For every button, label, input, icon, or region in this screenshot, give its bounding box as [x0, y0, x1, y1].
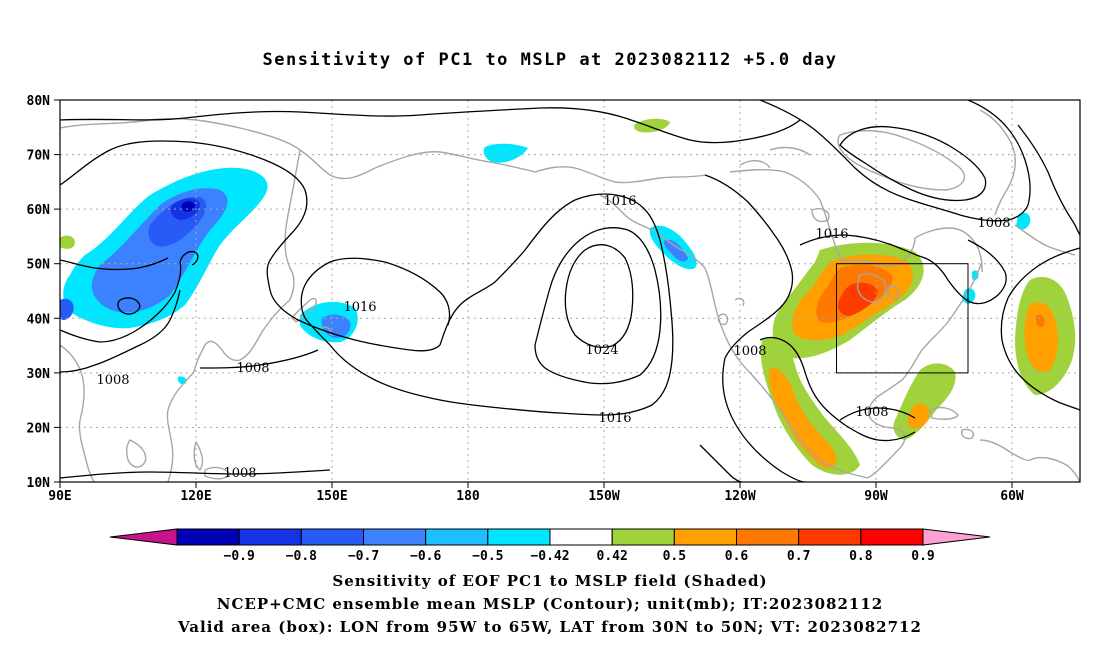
caption-line-2: NCEP+CMC ensemble mean MSLP (Contour); u… — [216, 595, 884, 613]
lat-label: 60N — [27, 203, 51, 218]
colorbar-swatch — [300, 528, 365, 546]
colorbar-swatch — [109, 528, 178, 546]
colorbar-label: −0.42 — [530, 549, 569, 564]
contour-label: 1024 — [585, 343, 618, 358]
contour-label: 1016 — [815, 227, 848, 242]
mslp-contours — [60, 100, 1080, 482]
contour-label: 1008 — [96, 373, 129, 388]
colorbar-swatch — [363, 528, 427, 546]
lon-label: 180 — [456, 489, 480, 504]
colorbar-label: −0.8 — [286, 549, 317, 564]
lon-label: 120E — [180, 489, 211, 504]
lat-label: 10N — [27, 476, 51, 491]
colorbar-label: −0.5 — [472, 549, 503, 564]
valid-area-box — [836, 263, 969, 374]
caption-line-1: Sensitivity of EOF PC1 to MSLP field (Sh… — [332, 572, 768, 590]
shading-positive — [60, 118, 1076, 475]
colorbar-label: 0.9 — [911, 549, 934, 564]
colorbar-label: −0.6 — [410, 549, 441, 564]
colorbar-swatch — [860, 528, 924, 546]
lat-label: 40N — [27, 312, 51, 327]
graticule — [60, 100, 1080, 482]
map-frame — [59, 99, 1081, 483]
lat-label: 70N — [27, 149, 51, 164]
contour-label: 1008 — [733, 344, 766, 359]
colorbar-swatch — [176, 528, 240, 546]
colorbar-swatch — [736, 528, 800, 546]
figure-title: Sensitivity of PC1 to MSLP at 2023082112… — [262, 50, 838, 70]
lat-label: 80N — [27, 94, 51, 109]
colorbar-swatch — [673, 528, 737, 546]
contour-label: 1016 — [343, 300, 376, 315]
colorbar-label: 0.5 — [663, 549, 686, 564]
caption-line-3: Valid area (box): LON from 95W to 65W, L… — [178, 618, 922, 636]
colorbar-swatch — [549, 528, 613, 546]
colorbar-label: 0.6 — [725, 549, 749, 564]
contour-label: 1016 — [598, 411, 631, 426]
lat-label: 30N — [27, 367, 51, 382]
lon-label: 60W — [1000, 489, 1024, 504]
lon-label: 150W — [588, 489, 619, 504]
colorbar-swatch — [238, 528, 302, 546]
coastlines — [60, 109, 1080, 482]
lon-label: 150E — [316, 489, 347, 504]
colorbar-label: 0.7 — [787, 549, 810, 564]
colorbar-swatch — [611, 528, 675, 546]
colorbar-label: −0.9 — [224, 549, 255, 564]
colorbar-label: 0.42 — [597, 549, 628, 564]
tick-marks — [54, 99, 1013, 488]
lon-label: 90E — [48, 489, 71, 504]
contour-label: 1008 — [223, 466, 256, 481]
lat-label: 50N — [27, 258, 51, 273]
colorbar-swatch — [487, 528, 551, 546]
contour-label: 1008 — [977, 216, 1010, 231]
contour-label: 1008 — [855, 405, 888, 420]
colorbar-swatch — [798, 528, 862, 546]
colorbar-label: −0.7 — [348, 549, 379, 564]
contour-label: 1016 — [603, 194, 636, 209]
lat-label: 20N — [27, 421, 51, 436]
colorbar-swatch — [425, 528, 489, 546]
lon-label: 120W — [724, 489, 755, 504]
contour-label: 1008 — [236, 361, 269, 376]
colorbar-label: 0.8 — [849, 549, 873, 564]
lon-label: 90W — [864, 489, 888, 504]
colorbar-swatch — [922, 528, 991, 546]
colorbar: −0.9 −0.8 −0.7 −0.6 −0.5 −0.42 0.42 0.5 0.6 0.7 0.… — [109, 528, 991, 564]
